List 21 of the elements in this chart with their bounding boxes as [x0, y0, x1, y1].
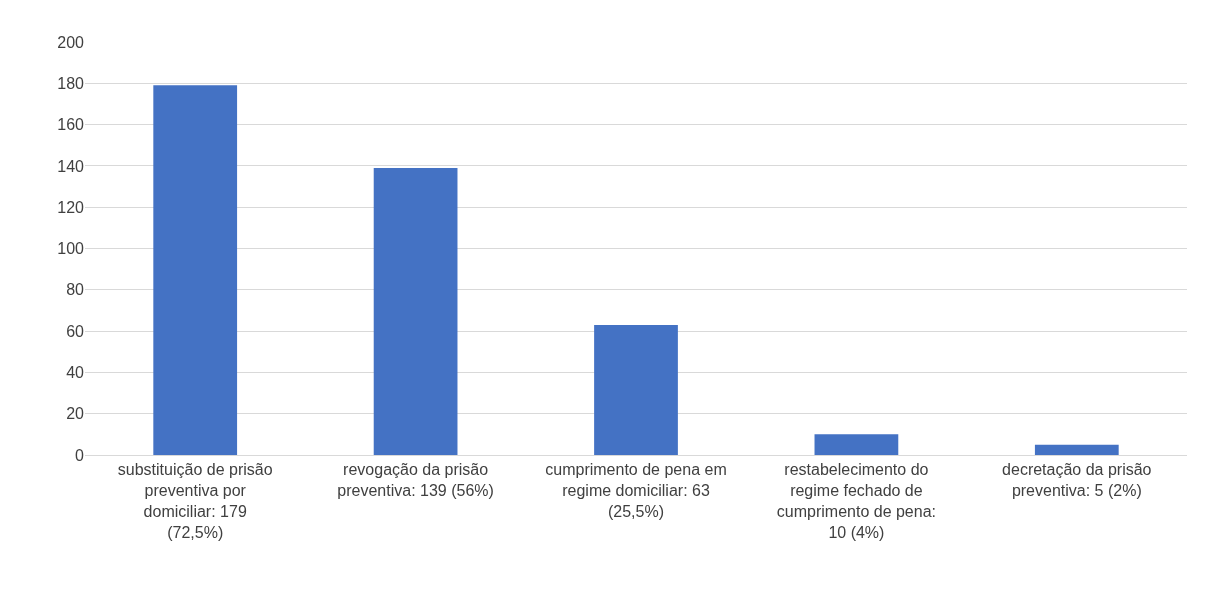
x-tick-label: revogação da prisão preventiva: 139 (56%) — [337, 461, 494, 499]
y-tick-label: 140 — [57, 157, 85, 175]
y-tick-label: 180 — [57, 74, 85, 92]
y-tick-label: 20 — [66, 405, 85, 423]
x-tick-label: restabelecimento do regime fechado de cumprimento de pena: 10 (4%) — [776, 461, 936, 541]
x-tick-label: decretação da prisão preventiva: 5 (2%) — [1002, 461, 1152, 499]
x-tick-label: cumprimento de pena em regime domiciliar: 63 (25,5%) — [545, 461, 727, 520]
y-tick-label: 120 — [57, 198, 85, 216]
y-tick-label: 40 — [66, 364, 85, 381]
bar — [814, 434, 899, 455]
bar — [594, 324, 678, 455]
bar — [1034, 444, 1119, 455]
y-tick-label: 100 — [57, 240, 85, 258]
y-tick-label: 0 — [75, 446, 85, 464]
bar — [373, 167, 458, 455]
x-tick-label: substituição de prisão preventiva por domiciliar: 179 (72,5%) — [117, 461, 273, 541]
y-tick-label: 160 — [57, 116, 85, 134]
y-tick-label: 60 — [66, 322, 85, 340]
y-tick-label: 200 — [57, 33, 85, 51]
bar — [153, 85, 238, 455]
y-tick-label: 80 — [66, 281, 85, 299]
